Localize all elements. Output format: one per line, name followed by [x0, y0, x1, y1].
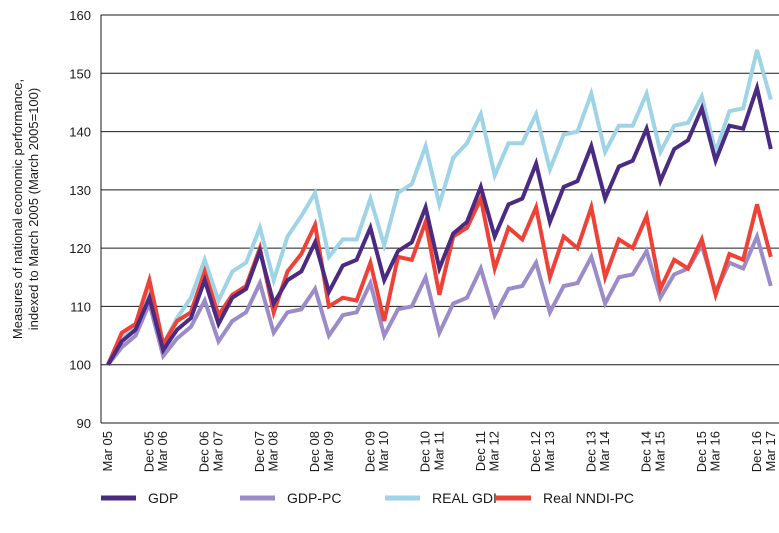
series-line-gdp-pc [106, 230, 773, 366]
y-tick-label: 100 [69, 358, 91, 373]
x-tick-label: Mar 17 [763, 431, 778, 471]
y-tick-label: 130 [69, 183, 91, 198]
series-lines [106, 49, 773, 366]
x-tick-label: Mar 05 [100, 431, 115, 471]
legend-label: GDP-PC [287, 490, 341, 506]
x-tick-label: Mar 06 [155, 431, 170, 471]
x-tick-label: Dec 12 [528, 431, 543, 472]
x-tick-label: Dec 05 [141, 431, 156, 472]
legend-label: Real NNDI-PC [543, 490, 634, 506]
x-tick-label: Mar 12 [487, 431, 502, 471]
gridlines [100, 14, 779, 424]
x-tick-label: Dec 14 [639, 431, 654, 472]
y-tick-label: 150 [69, 66, 91, 81]
x-tick-label: Dec 06 [197, 431, 212, 472]
x-tick-label: Mar 14 [597, 431, 612, 471]
x-tick-label: Dec 15 [694, 431, 709, 472]
x-tick-label: Mar 11 [431, 431, 446, 471]
y-tick-label: 160 [69, 8, 91, 23]
x-tick-label: Dec 08 [307, 431, 322, 472]
x-tick-label: Dec 16 [749, 431, 764, 472]
y-axis-ticks: 90 100 110 120 130 140 150 160 [69, 8, 91, 431]
series-line-real-gdi [106, 49, 773, 366]
y-tick-label: 90 [77, 416, 91, 431]
series-line-real-nndi-pc [106, 192, 773, 366]
x-tick-label: Mar 15 [652, 431, 667, 471]
x-tick-label: Mar 10 [376, 431, 391, 471]
y-tick-label: 120 [69, 241, 91, 256]
y-tick-label: 110 [70, 299, 91, 314]
y-axis-label-line-1: Measures of national economic performanc… [10, 79, 25, 339]
y-axis-label-line-2: indexed to March 2005 (March 2005=100) [26, 88, 41, 330]
x-tick-label: Mar 08 [266, 431, 281, 471]
x-tick-label: Mar 16 [708, 431, 723, 471]
x-tick-label: Dec 09 [362, 431, 377, 472]
x-tick-label: Mar 13 [542, 431, 557, 471]
legend: GDP GDP-PC REAL GDI Real NNDI-PC [101, 490, 634, 506]
legend-label: REAL GDI [432, 490, 497, 506]
x-tick-label: Dec 11 [473, 431, 488, 471]
x-tick-label: Dec 07 [252, 431, 267, 472]
y-tick-label: 140 [69, 125, 91, 140]
x-tick-label: Mar 07 [210, 431, 225, 471]
series-line-gdp [106, 80, 773, 366]
legend-label: GDP [148, 490, 178, 506]
x-tick-label: Mar 09 [321, 431, 336, 471]
x-tick-label: Dec 13 [583, 431, 598, 472]
x-tick-label: Dec 10 [418, 431, 433, 472]
